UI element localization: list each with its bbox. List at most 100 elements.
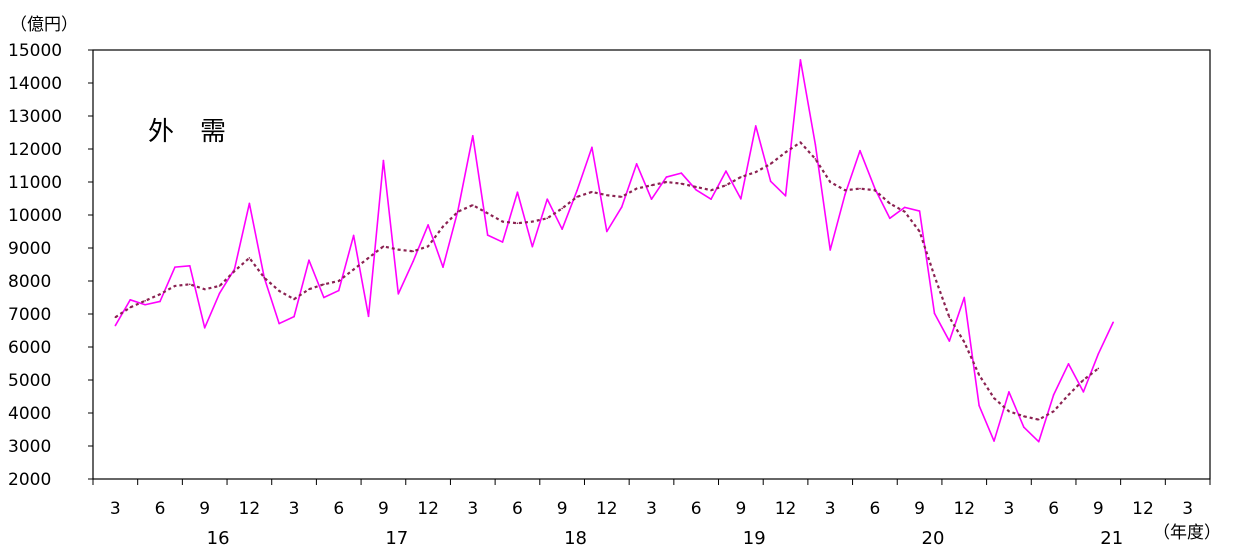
data-point	[844, 189, 846, 192]
data-point	[427, 224, 429, 226]
data-point	[814, 143, 817, 146]
y-tick-label: 10000	[8, 206, 62, 226]
data-point	[740, 198, 742, 200]
data-point	[323, 283, 325, 286]
data-point	[308, 259, 310, 262]
data-point	[784, 195, 787, 197]
year-label: 16	[207, 528, 230, 549]
data-point	[576, 196, 578, 198]
data-point	[1067, 394, 1070, 396]
data-point	[397, 293, 400, 295]
x-tick-label: 9	[378, 499, 389, 519]
x-tick-label: 3	[1182, 499, 1193, 519]
data-point	[501, 220, 504, 223]
x-tick-label: 12	[1132, 499, 1154, 519]
data-point	[829, 249, 832, 251]
y-tick-label: 5000	[8, 371, 51, 391]
data-point	[874, 187, 876, 190]
y-tick-label: 3000	[8, 437, 51, 457]
data-point	[1037, 440, 1040, 443]
data-point	[1008, 391, 1010, 393]
data-point	[218, 285, 221, 287]
x-tick-label: 9	[557, 499, 568, 519]
data-point	[1023, 415, 1025, 418]
data-point	[948, 340, 951, 342]
data-point	[725, 184, 727, 187]
data-point	[933, 275, 936, 277]
data-point	[382, 245, 385, 248]
data-point	[903, 210, 906, 213]
data-point	[174, 285, 176, 287]
data-point	[1082, 379, 1085, 381]
data-point	[546, 198, 549, 200]
data-point	[1097, 353, 1100, 355]
y-tick-label: 14000	[8, 74, 62, 94]
data-point	[1067, 363, 1070, 365]
data-point	[650, 184, 653, 187]
data-point	[993, 397, 995, 399]
y-tick-label: 13000	[8, 107, 62, 127]
data-point	[740, 176, 742, 178]
data-point	[680, 182, 683, 185]
data-point	[591, 146, 593, 149]
data-point	[159, 293, 161, 296]
y-tick-label: 7000	[8, 305, 51, 325]
data-point	[248, 257, 251, 259]
data-point	[531, 220, 534, 223]
data-point	[293, 315, 295, 318]
data-point	[412, 250, 415, 253]
data-point	[606, 194, 608, 196]
data-point	[233, 270, 236, 272]
y-tick-label: 11000	[8, 173, 62, 193]
data-point	[129, 306, 132, 309]
x-tick-label: 6	[155, 499, 166, 519]
x-tick-label: 3	[646, 499, 657, 519]
data-point	[844, 193, 846, 196]
data-point	[1052, 410, 1055, 413]
data-point	[710, 189, 712, 192]
data-point	[903, 206, 906, 209]
data-point	[620, 196, 623, 198]
data-point	[352, 268, 355, 271]
series-layer	[114, 59, 1114, 443]
data-point	[799, 141, 802, 144]
x-tick-label: 3	[825, 499, 836, 519]
x-tick-label: 9	[1093, 499, 1104, 519]
x-tick-label: 3	[1004, 499, 1015, 519]
y-axis: 2000 3000 4000 5000 6000 7000 8000 9000 10000 110…	[8, 41, 93, 490]
data-point	[561, 228, 563, 230]
year-label: 21	[1100, 528, 1123, 549]
data-point	[754, 125, 757, 127]
data-point	[829, 181, 832, 183]
y-tick-label: 2000	[8, 470, 51, 490]
data-point	[710, 198, 712, 200]
data-point	[606, 230, 608, 233]
data-point	[114, 324, 117, 327]
data-point	[308, 288, 310, 291]
data-point	[859, 149, 861, 152]
data-point	[189, 283, 191, 286]
data-point	[516, 191, 519, 194]
data-point	[233, 268, 236, 270]
data-point	[159, 300, 161, 303]
data-point	[114, 316, 117, 319]
data-point	[635, 187, 638, 190]
data-point	[963, 341, 966, 343]
x-tick-label: 12	[596, 499, 618, 519]
data-point	[144, 303, 146, 306]
data-point	[725, 170, 727, 172]
data-point	[531, 245, 534, 248]
data-point	[412, 260, 415, 263]
data-point	[174, 266, 176, 268]
data-point	[248, 202, 251, 205]
data-point	[948, 316, 951, 319]
data-point	[1023, 426, 1025, 428]
data-point	[382, 159, 385, 162]
data-point	[665, 181, 668, 183]
x-tick-label: 12	[239, 499, 261, 519]
x-tick-label: 9	[735, 499, 746, 519]
data-point	[695, 189, 697, 191]
data-point	[352, 234, 355, 237]
data-point	[546, 217, 549, 220]
